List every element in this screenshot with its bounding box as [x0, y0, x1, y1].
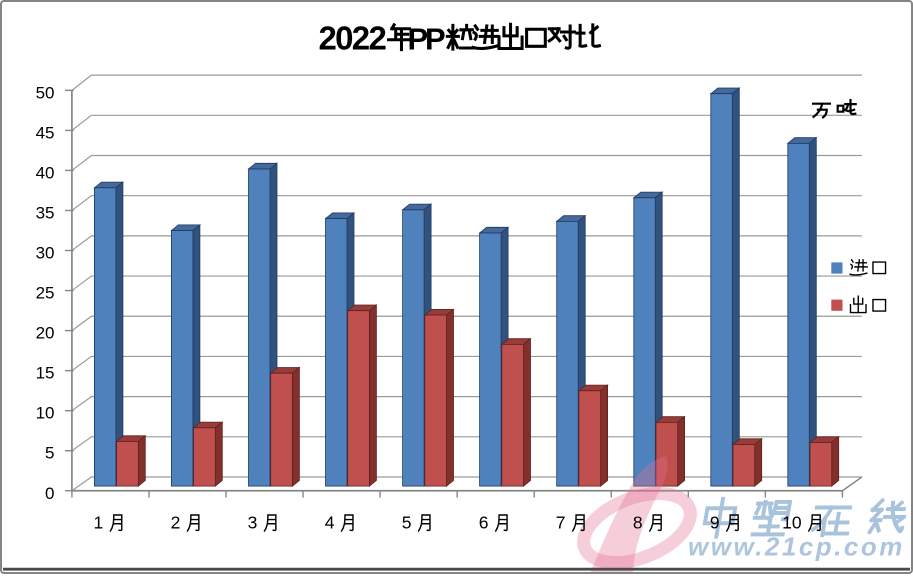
- svg-text:PP: PP: [408, 22, 445, 57]
- svg-text:8: 8: [633, 513, 643, 533]
- svg-text:7: 7: [556, 513, 566, 533]
- svg-text:50: 50: [36, 83, 55, 102]
- svg-text:10: 10: [36, 404, 55, 423]
- svg-text:3: 3: [248, 513, 258, 533]
- svg-text:30: 30: [36, 244, 55, 263]
- svg-text:1: 1: [94, 513, 104, 533]
- svg-text:2022: 2022: [319, 20, 387, 57]
- svg-text:25: 25: [36, 284, 55, 303]
- svg-text:www.21cp.com: www.21cp.com: [688, 532, 905, 562]
- svg-text:15: 15: [36, 364, 55, 383]
- svg-text:45: 45: [36, 123, 55, 142]
- svg-text:4: 4: [325, 513, 335, 533]
- svg-text:35: 35: [36, 204, 55, 223]
- svg-text:10: 10: [782, 513, 802, 533]
- svg-text:2: 2: [171, 513, 181, 533]
- svg-text:40: 40: [36, 163, 55, 182]
- svg-text:20: 20: [36, 324, 55, 343]
- svg-text:5: 5: [45, 444, 54, 463]
- svg-text:5: 5: [402, 513, 412, 533]
- svg-text:9: 9: [710, 513, 720, 533]
- svg-text:6: 6: [479, 513, 489, 533]
- svg-text:0: 0: [45, 484, 54, 503]
